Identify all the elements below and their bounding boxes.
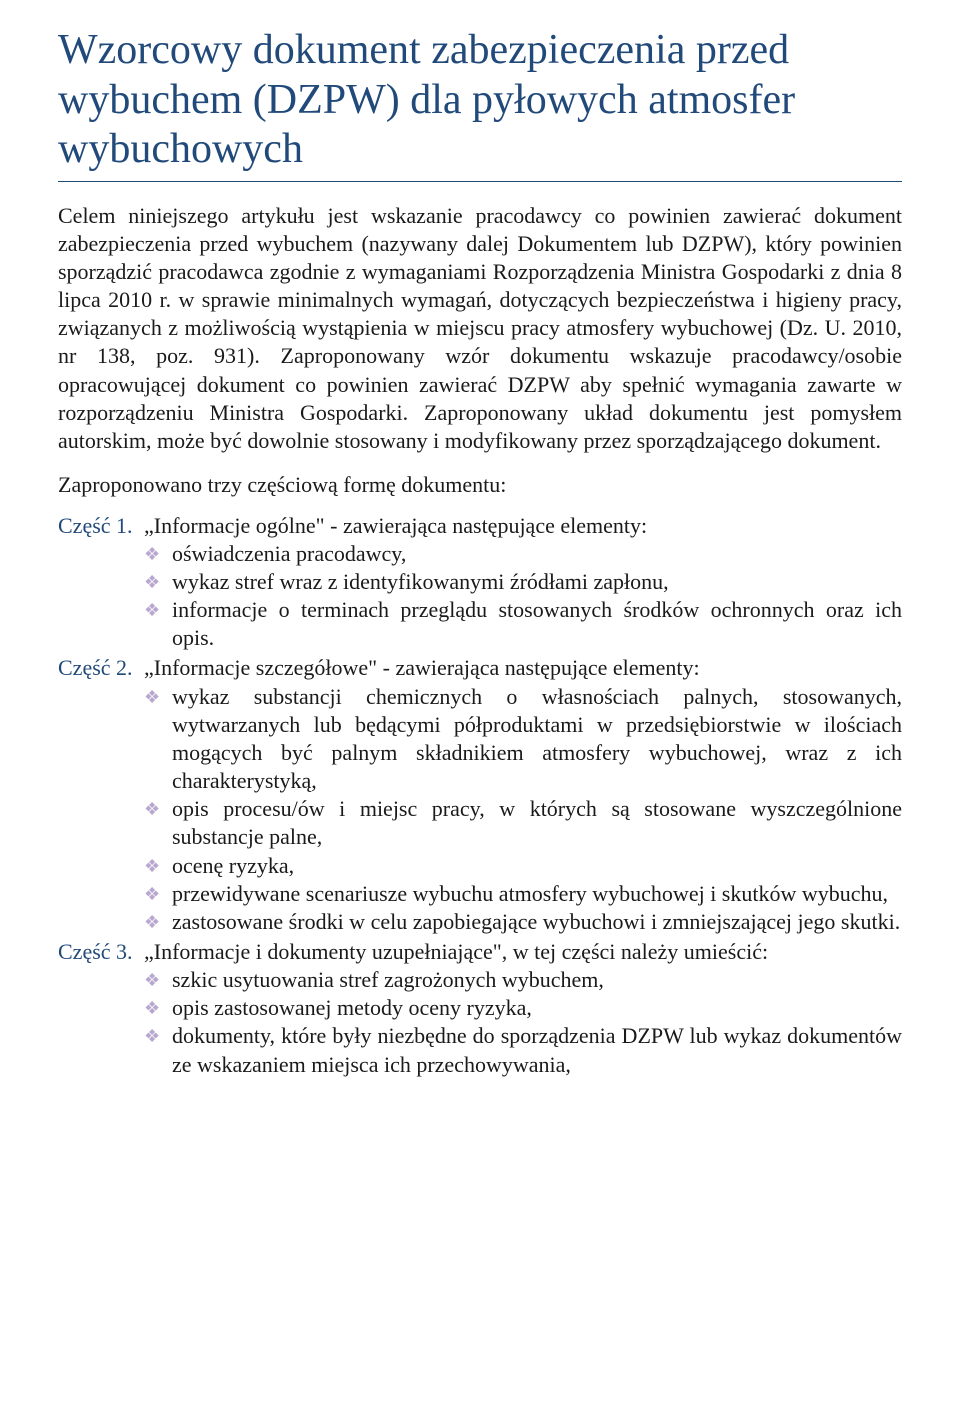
diamond-bullet-icon: ❖ xyxy=(144,852,172,880)
part-heading: „Informacje ogólne" - zawierająca następ… xyxy=(144,512,902,540)
diamond-bullet-icon: ❖ xyxy=(144,540,172,568)
list-item: ❖zastosowane środki w celu zapobiegające… xyxy=(144,908,902,936)
list-item: ❖wykaz stref wraz z identyfikowanymi źró… xyxy=(144,568,902,596)
diamond-bullet-icon: ❖ xyxy=(144,596,172,624)
list-item-text: opis procesu/ów i miejsc pracy, w któryc… xyxy=(172,795,902,851)
list-item-text: oświadczenia pracodawcy, xyxy=(172,540,902,568)
diamond-bullet-icon: ❖ xyxy=(144,880,172,908)
intro-paragraph: Celem niniejszego artykułu jest wskazani… xyxy=(58,202,902,455)
list-item: ❖szkic usytuowania stref zagrożonych wyb… xyxy=(144,966,902,994)
part-label: Część 1. xyxy=(58,512,144,653)
list-item: ❖opis zastosowanej metody oceny ryzyka, xyxy=(144,994,902,1022)
list-item-text: wykaz stref wraz z identyfikowanymi źród… xyxy=(172,568,902,596)
list-item-text: dokumenty, które były niezbędne do sporz… xyxy=(172,1022,902,1078)
list-item: ❖opis procesu/ów i miejsc pracy, w który… xyxy=(144,795,902,851)
document-part: Część 2.„Informacje szczegółowe" - zawie… xyxy=(58,654,902,936)
list-item: ❖przewidywane scenariusze wybuchu atmosf… xyxy=(144,880,902,908)
part-heading: „Informacje i dokumenty uzupełniające", … xyxy=(144,938,902,966)
parts-container: Część 1.„Informacje ogólne" - zawierając… xyxy=(58,512,902,1079)
list-item: ❖informacje o terminach przeglądu stosow… xyxy=(144,596,902,652)
diamond-bullet-icon: ❖ xyxy=(144,683,172,711)
part-label: Część 3. xyxy=(58,938,144,1079)
part-body: „Informacje i dokumenty uzupełniające", … xyxy=(144,938,902,1079)
list-item-text: ocenę ryzyka, xyxy=(172,852,902,880)
list-item-text: wykaz substancji chemicznych o własności… xyxy=(172,683,902,796)
bullet-list: ❖wykaz substancji chemicznych o własnośc… xyxy=(144,683,902,936)
list-item: ❖dokumenty, które były niezbędne do spor… xyxy=(144,1022,902,1078)
list-item-text: zastosowane środki w celu zapobiegające … xyxy=(172,908,902,936)
document-part: Część 3.„Informacje i dokumenty uzupełni… xyxy=(58,938,902,1079)
part-body: „Informacje szczegółowe" - zawierająca n… xyxy=(144,654,902,936)
document-title: Wzorcowy dokument zabezpieczenia przed w… xyxy=(58,26,902,182)
document-part: Część 1.„Informacje ogólne" - zawierając… xyxy=(58,512,902,653)
diamond-bullet-icon: ❖ xyxy=(144,1022,172,1050)
part-body: „Informacje ogólne" - zawierająca następ… xyxy=(144,512,902,653)
list-item-text: opis zastosowanej metody oceny ryzyka, xyxy=(172,994,902,1022)
list-item-text: szkic usytuowania stref zagrożonych wybu… xyxy=(172,966,902,994)
part-label: Część 2. xyxy=(58,654,144,936)
bullet-list: ❖oświadczenia pracodawcy,❖wykaz stref wr… xyxy=(144,540,902,653)
diamond-bullet-icon: ❖ xyxy=(144,568,172,596)
list-item-text: przewidywane scenariusze wybuchu atmosfe… xyxy=(172,880,902,908)
parts-subheading: Zaproponowano trzy częściową formę dokum… xyxy=(58,471,902,500)
list-item: ❖ocenę ryzyka, xyxy=(144,852,902,880)
diamond-bullet-icon: ❖ xyxy=(144,908,172,936)
list-item-text: informacje o terminach przeglądu stosowa… xyxy=(172,596,902,652)
diamond-bullet-icon: ❖ xyxy=(144,966,172,994)
bullet-list: ❖szkic usytuowania stref zagrożonych wyb… xyxy=(144,966,902,1079)
list-item: ❖oświadczenia pracodawcy, xyxy=(144,540,902,568)
diamond-bullet-icon: ❖ xyxy=(144,994,172,1022)
list-item: ❖wykaz substancji chemicznych o własnośc… xyxy=(144,683,902,796)
diamond-bullet-icon: ❖ xyxy=(144,795,172,823)
part-heading: „Informacje szczegółowe" - zawierająca n… xyxy=(144,654,902,682)
